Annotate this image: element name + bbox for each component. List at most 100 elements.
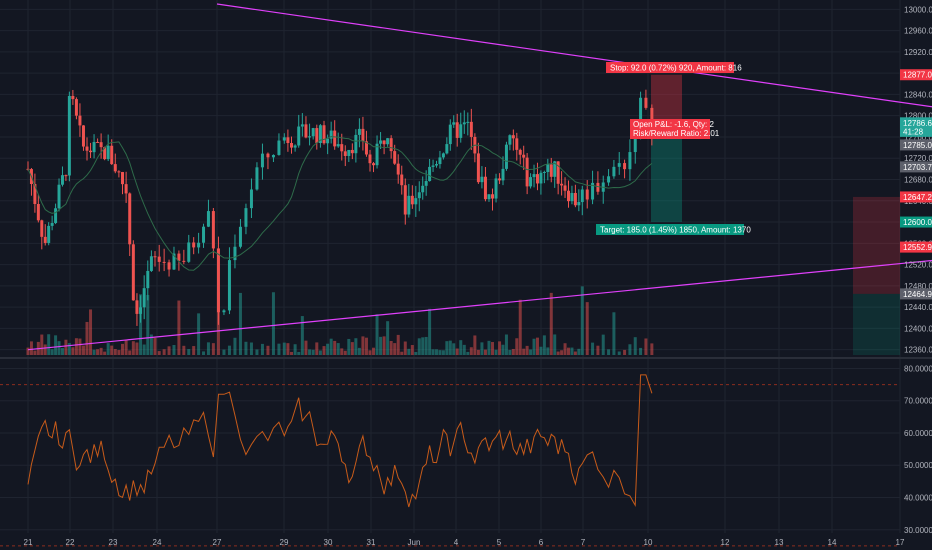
volume-bar [438, 350, 442, 355]
volume-bar [350, 342, 354, 355]
candle-body [407, 195, 411, 215]
candle-body [47, 225, 51, 243]
volume-bar [469, 347, 473, 355]
candle-body [491, 194, 495, 199]
candlesticks[interactable] [26, 89, 654, 326]
volume-bar [372, 347, 376, 355]
candle-body [308, 136, 312, 138]
price-tag [900, 69, 932, 81]
position-zones [651, 74, 900, 355]
volume-bar [286, 343, 290, 355]
candle-body [216, 248, 220, 313]
volume-bar [131, 341, 135, 355]
volume-bar [211, 343, 215, 355]
volume-bar [311, 349, 315, 355]
candle-body [142, 288, 146, 308]
candle-body [172, 253, 176, 270]
candle-body [85, 146, 89, 151]
candle-body [628, 152, 632, 170]
candle-body [211, 211, 215, 249]
candle-body [396, 163, 400, 175]
volume-bar [60, 347, 64, 355]
candle-body [336, 144, 340, 147]
candle-body [124, 184, 128, 194]
candle-body [329, 130, 333, 139]
candle-body [612, 166, 616, 177]
volume-bar [227, 345, 231, 355]
candle-body [361, 128, 365, 142]
candle-body [177, 253, 181, 261]
volume-bar [459, 340, 463, 355]
candle-body [410, 195, 414, 205]
candle-body [67, 95, 71, 176]
candle-body [343, 151, 347, 156]
price-tag [900, 125, 932, 137]
candle-body [50, 223, 54, 226]
volume-bar [400, 351, 404, 355]
candle-body [623, 163, 627, 170]
candle-body [393, 151, 397, 164]
volume-bar [508, 349, 512, 355]
volume-bar [591, 342, 595, 355]
candle-body [36, 204, 40, 221]
candle-body [282, 137, 286, 141]
volume-bar [428, 308, 432, 355]
price-tag-label: 12786.6 [903, 119, 932, 128]
candle-body [277, 140, 281, 155]
price-axis-tick: 12680.0 [904, 176, 932, 185]
price-tag [900, 241, 932, 253]
volume-bar [99, 347, 103, 355]
volume-bar [596, 345, 600, 355]
volume-bar [177, 300, 181, 355]
candle-body [249, 189, 253, 209]
volume-bar [573, 351, 577, 355]
price-axis-tick: 13000.0 [904, 5, 932, 14]
candle-body [78, 115, 82, 126]
volume-bar [498, 341, 502, 355]
volume-bar [522, 348, 526, 355]
time-axis-tick: 14 [828, 538, 837, 547]
volume-bar [277, 343, 281, 355]
candle-body [431, 165, 435, 167]
price-axis-tick: 12720.0 [904, 154, 932, 163]
volume-bar [452, 343, 456, 355]
time-axis-tick: 4 [454, 538, 459, 547]
volume-bar [110, 345, 114, 355]
candle-body [318, 125, 322, 143]
volume-bar [491, 342, 495, 355]
volume-bar [532, 338, 536, 355]
volume-bar [414, 351, 418, 355]
info-line-1: Open P&L: -1.6, Qty: 2 [633, 120, 714, 129]
rsi-axis-tick: 50.0000 [904, 461, 932, 470]
candle-body [487, 194, 491, 200]
candle-body [139, 307, 143, 314]
price-tag-label: 12785.0 [903, 141, 932, 150]
volume-bar [249, 342, 253, 355]
volume-bar [157, 351, 161, 355]
price-axis-tick: 12960.0 [904, 27, 932, 36]
candle-body [476, 153, 480, 183]
volume-bars [26, 286, 654, 355]
volume-bar [347, 338, 351, 355]
volume-bar [560, 350, 564, 355]
rsi-axis-tick: 80.0000 [904, 364, 932, 373]
volume-bar [494, 349, 498, 355]
volume-bar [40, 334, 44, 355]
price-tag-label: 12464.9 [903, 290, 932, 299]
volume-bar [64, 339, 68, 355]
candle-body [153, 256, 157, 258]
candle-body [375, 143, 379, 166]
candle-body [350, 149, 354, 154]
moving-average [27, 135, 653, 271]
candle-body [563, 185, 567, 191]
candle-body [577, 202, 581, 206]
volume-bar [142, 344, 146, 355]
volume-bar [417, 338, 421, 355]
candle-body [400, 174, 404, 186]
volume-bar [182, 345, 186, 355]
candle-body [99, 142, 103, 148]
volume-bar [612, 312, 616, 355]
candle-body [81, 125, 85, 147]
volume-bar [448, 340, 452, 355]
